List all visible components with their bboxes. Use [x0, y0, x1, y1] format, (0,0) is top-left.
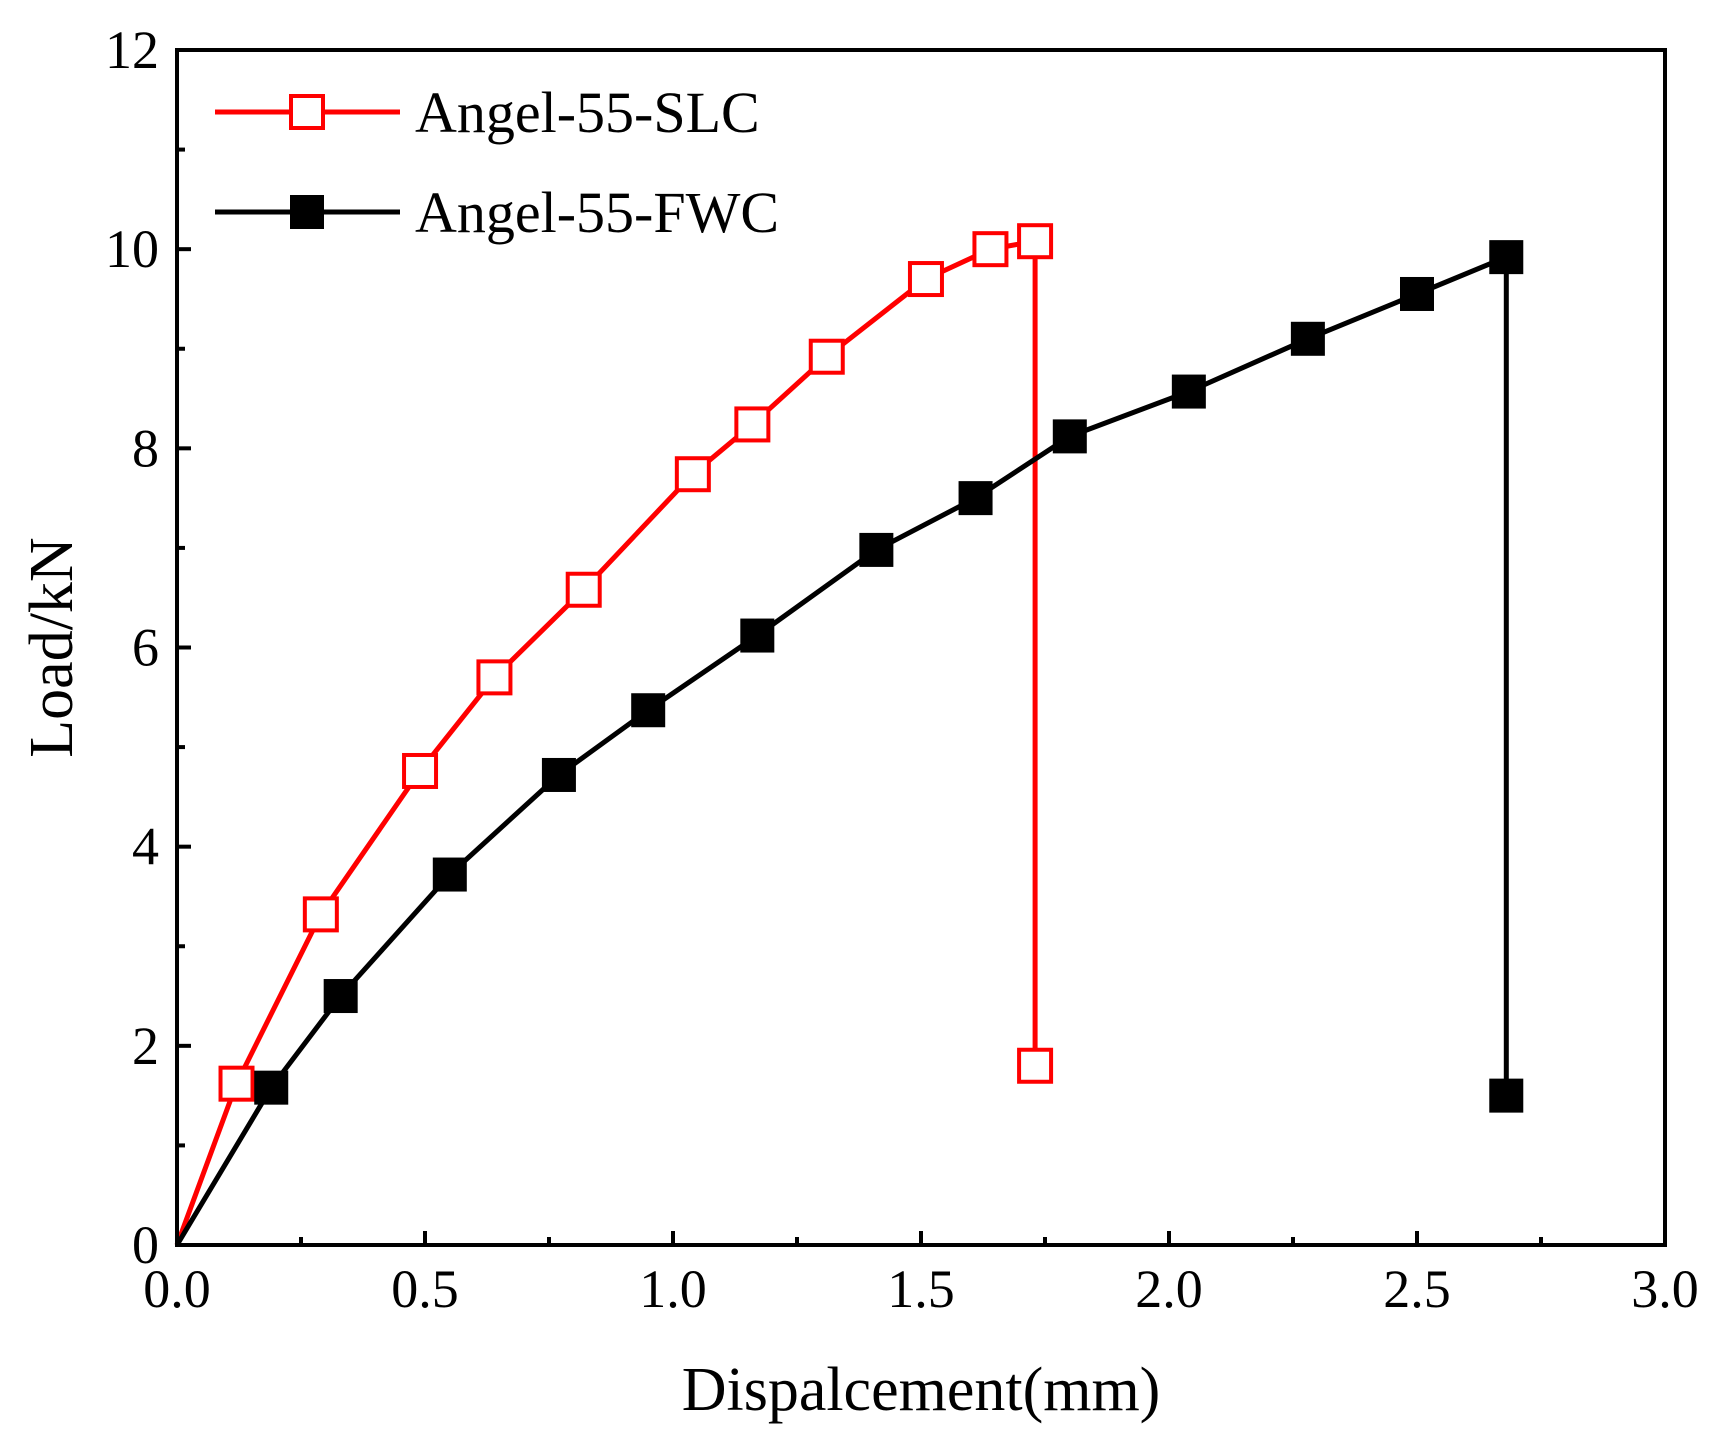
data-point — [432, 857, 467, 892]
data-point — [302, 896, 339, 933]
y-tick-label: 8 — [132, 418, 159, 478]
data-point — [1017, 223, 1054, 260]
x-tick-label: 0.0 — [143, 1259, 211, 1319]
data-point — [476, 659, 513, 696]
y-tick-label: 0 — [132, 1215, 159, 1275]
y-tick-label: 2 — [132, 1016, 159, 1076]
x-tick-label: 2.5 — [1383, 1259, 1451, 1319]
data-point — [218, 1065, 255, 1102]
data-point — [859, 532, 894, 567]
data-point — [972, 231, 1009, 268]
data-point — [541, 757, 576, 792]
legend-label-2: Angel-55-FWC — [415, 180, 779, 245]
data-point — [254, 1070, 289, 1105]
data-point — [1052, 419, 1087, 454]
x-tick-label: 1.5 — [887, 1259, 955, 1319]
data-point — [1171, 374, 1206, 409]
axis-ticks — [175, 48, 1667, 1247]
data-point — [1489, 240, 1524, 275]
data-point — [674, 456, 711, 493]
legend: Angel-55-SLC Angel-55-FWC — [215, 80, 779, 245]
y-tick-label: 6 — [132, 618, 159, 678]
data-point — [740, 618, 775, 653]
data-point — [1017, 1047, 1054, 1084]
data-point — [631, 693, 666, 728]
data-point — [323, 979, 358, 1014]
y-tick-label: 12 — [105, 20, 159, 80]
x-axis-title: Dispalcement(mm) — [682, 1356, 1161, 1424]
y-tick-label: 10 — [105, 219, 159, 279]
x-tick-label: 2.0 — [1135, 1259, 1203, 1319]
y-tick-label: 4 — [132, 817, 159, 877]
data-point — [907, 261, 944, 298]
legend-label-1: Angel-55-SLC — [415, 80, 760, 145]
data-point — [734, 406, 771, 443]
series-line-2 — [174, 254, 1509, 1247]
data-point — [565, 571, 602, 608]
data-point — [1489, 1078, 1524, 1113]
tick-labels: 0.0 0.5 1.0 1.5 2.0 2.5 3.0 0 2 4 6 8 10 12 — [105, 20, 1699, 1319]
plot-frame — [175, 48, 1667, 1247]
data-point — [1400, 276, 1434, 311]
x-tick-label: 1.0 — [639, 1259, 707, 1319]
plot-lines — [174, 238, 1509, 1247]
data-point — [808, 338, 845, 375]
data-point — [958, 481, 993, 516]
data-point — [402, 752, 439, 789]
data-point — [1290, 321, 1325, 356]
x-tick-label: 3.0 — [1631, 1259, 1699, 1319]
y-axis-title: Load/kN — [18, 537, 86, 757]
legend-marker-1 — [289, 94, 325, 130]
x-tick-label: 0.5 — [391, 1259, 459, 1319]
legend-marker-2 — [290, 195, 324, 229]
plot-markers — [218, 223, 1524, 1113]
